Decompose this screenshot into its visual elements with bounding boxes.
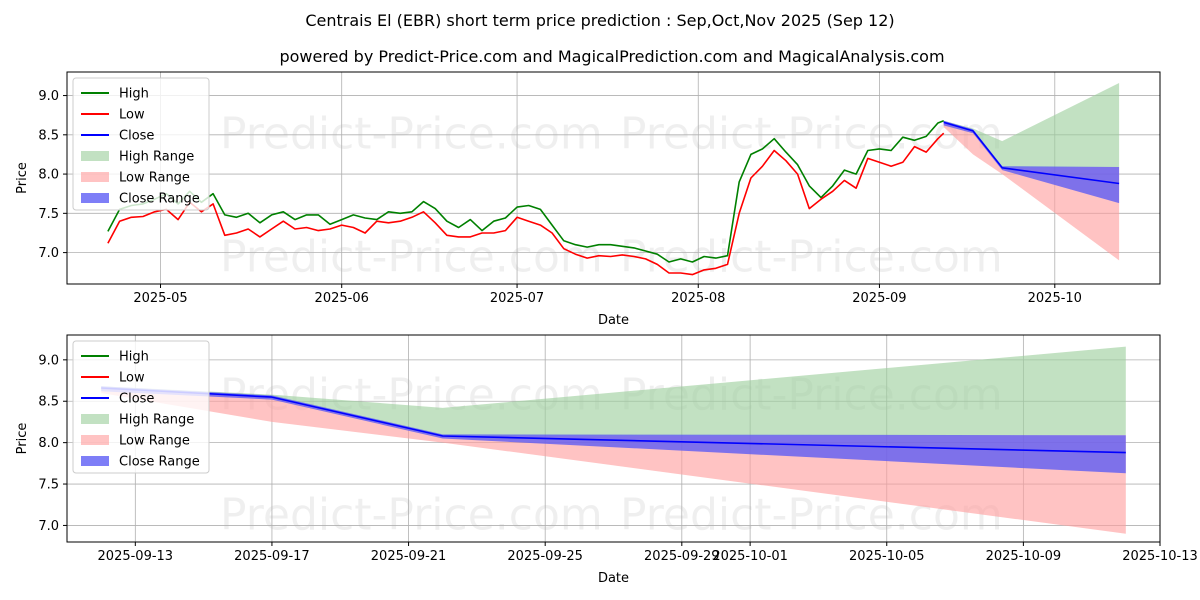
legend-swatch-high-range <box>81 414 109 424</box>
low-range-band <box>943 122 1120 261</box>
x-tick-label: 2025-07 <box>490 291 544 306</box>
y-tick-label: 9.0 <box>38 89 59 104</box>
close-range-band <box>943 120 1120 204</box>
x-tick-label: 2025-09-17 <box>234 549 310 564</box>
x-tick-label: 2025-09-21 <box>371 549 447 564</box>
x-axis-title: Date <box>598 571 629 586</box>
x-tick-label: 2025-09-13 <box>98 549 174 564</box>
legend-label-high: High <box>119 87 149 102</box>
y-tick-label: 8.5 <box>38 395 59 410</box>
legend-label-low: Low <box>119 371 145 386</box>
x-axis-title: Date <box>598 313 629 328</box>
y-axis-title: Price <box>15 162 30 194</box>
y-tick-label: 8.5 <box>38 128 59 143</box>
x-tick-label: 2025-05 <box>133 291 187 306</box>
x-tick-label: 2025-10-01 <box>712 549 788 564</box>
chart-subtitle: powered by Predict-Price.com and Magical… <box>279 47 944 66</box>
legend-label-low-range: Low Range <box>119 434 190 449</box>
close-range-band <box>101 386 1126 474</box>
x-tick-label: 2025-09-25 <box>507 549 583 564</box>
legend-swatch-low-range <box>81 172 109 182</box>
high-range-band <box>943 83 1120 168</box>
low-line <box>107 132 945 276</box>
x-tick-label: 2025-09 <box>852 291 906 306</box>
y-tick-label: 7.5 <box>38 478 59 493</box>
y-tick-label: 7.5 <box>38 207 59 222</box>
x-tick-label: 2025-09-29 <box>644 549 720 564</box>
x-tick-label: 2025-10-05 <box>849 549 925 564</box>
x-tick-label: 2025-10-09 <box>986 549 1062 564</box>
y-tick-label: 8.0 <box>38 168 59 183</box>
legend-swatch-high-range <box>81 151 109 161</box>
legend: High Low Close High Range Low Range Close Ran… <box>72 340 210 474</box>
legend: High Low Close High Range Low Range Close Ran… <box>72 77 210 211</box>
legend-label-close-range: Close Range <box>119 455 200 470</box>
legend-label-close: Close <box>119 392 154 407</box>
legend-label-close: Close <box>119 129 154 144</box>
watermark-text: Predict-Price.com <box>620 231 1003 282</box>
high-range-band <box>101 346 1126 436</box>
legend-label-high-range: High Range <box>119 150 194 165</box>
legend-label-high: High <box>119 350 149 365</box>
legend-swatch-close-range <box>81 193 109 203</box>
y-tick-label: 7.0 <box>38 246 59 261</box>
legend-swatch-low-range <box>81 435 109 445</box>
y-tick-label: 8.0 <box>38 436 59 451</box>
x-tick-label: 2025-10 <box>1028 291 1082 306</box>
legend-label-high-range: High Range <box>119 413 194 428</box>
y-tick-label: 7.0 <box>38 519 59 534</box>
watermark-text: Predict-Price.com <box>220 108 603 159</box>
low-range-band <box>101 388 1126 534</box>
y-axis-title: Price <box>15 423 30 455</box>
x-tick-label: 2025-10-13 <box>1122 549 1198 564</box>
legend-label-close-range: Close Range <box>119 192 200 207</box>
watermark-text: Predict-Price.com <box>220 231 603 282</box>
chart-title: Centrais El (EBR) short term price predi… <box>305 11 894 30</box>
close-line <box>943 121 1120 185</box>
plot-frame <box>66 71 1161 285</box>
legend-label-low: Low <box>119 108 145 123</box>
legend-label-low-range: Low Range <box>119 171 190 186</box>
high-line <box>107 119 944 263</box>
x-tick-label: 2025-08 <box>671 291 725 306</box>
legend-swatch-close-range <box>81 456 109 466</box>
y-tick-label: 9.0 <box>38 353 59 368</box>
upper-chart-panel: Predict-Price.com Predict-Price.com Predic… <box>15 71 1161 328</box>
x-tick-label: 2025-06 <box>315 291 369 306</box>
watermark-text: Predict-Price.com <box>220 490 603 541</box>
watermark-text: Predict-Price.com <box>620 108 1003 159</box>
plot-frame <box>66 334 1161 543</box>
